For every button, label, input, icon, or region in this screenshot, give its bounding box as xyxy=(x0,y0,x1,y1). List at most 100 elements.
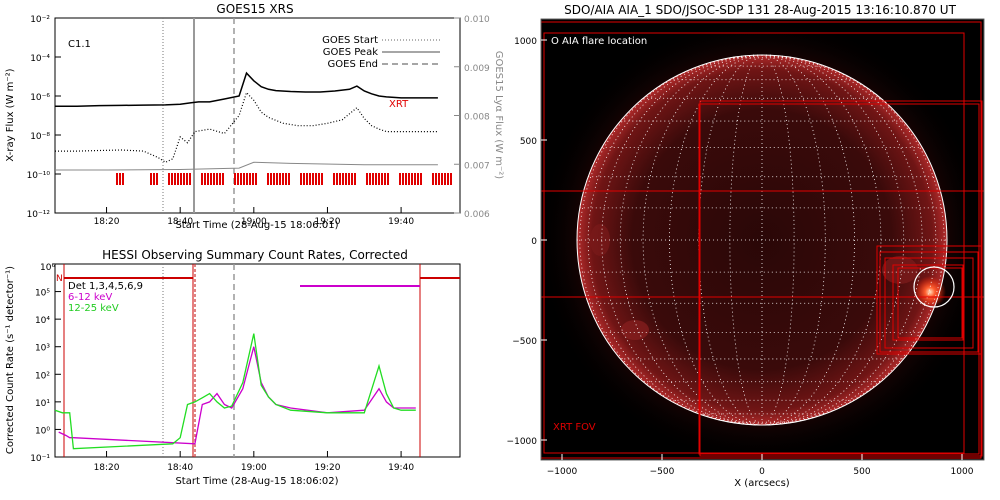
goes-xrt-bar xyxy=(243,173,245,185)
map-x-axis: −1000 −500 0 500 1000 xyxy=(547,454,974,477)
grid-longitude xyxy=(761,54,882,426)
goes-xrt-bar xyxy=(303,173,305,185)
active-region-2 xyxy=(621,320,649,340)
goes-xrt-bar xyxy=(414,173,416,185)
goes-xrt-bar xyxy=(300,173,302,185)
goes-xrt-bar xyxy=(384,173,386,185)
goes-xrt-bar xyxy=(399,173,401,185)
grid-longitude xyxy=(601,54,763,426)
goes-xrt-bar xyxy=(354,173,356,185)
goes-ytick-right-label: 0.010 xyxy=(464,15,490,25)
hessi-series-group xyxy=(54,333,416,450)
hessi-ytick-label: 10³ xyxy=(35,344,50,354)
goes-xrt-bar xyxy=(156,173,158,185)
xrt-fov-box-3 xyxy=(699,100,983,457)
goes-xrt-bar xyxy=(201,173,203,185)
hessi-legend-det: Det 1,3,4,5,6,9 xyxy=(68,281,143,292)
xrt-fov-box-9 xyxy=(897,267,963,339)
goes-series-line-1 xyxy=(55,91,438,163)
goes-ytick-label: 10⁻⁴ xyxy=(30,54,50,64)
goes-xrt-bar xyxy=(345,173,347,185)
goes-xrt-bar xyxy=(321,173,323,185)
hessi-series-line-0 xyxy=(58,346,416,445)
hessi-series-line-1 xyxy=(54,333,416,450)
goes-xrt-bar xyxy=(279,173,281,185)
map-xtick-label: −1000 xyxy=(547,467,578,477)
goes-ytick-label: 10⁻² xyxy=(30,15,50,25)
goes-ylabel-right: GOES15 Lyα Flux (W m⁻²) xyxy=(493,51,504,179)
goes-class-label: C1.1 xyxy=(68,39,91,50)
goes-xtick-label: 18:40 xyxy=(167,217,193,227)
grid-longitude xyxy=(587,54,763,426)
goes-xrt-bar xyxy=(282,173,284,185)
goes-xrt-bar xyxy=(174,173,176,185)
goes-xtick-label: 19:00 xyxy=(241,217,267,227)
goes-xrt-bar xyxy=(180,173,182,185)
goes-xrt-bar xyxy=(420,173,422,185)
hessi-xtick-label: 19:20 xyxy=(314,463,340,473)
goes-y-axis-right: 0.010 0.009 0.008 0.007 0.006 xyxy=(454,15,490,220)
map-image xyxy=(541,19,984,460)
goes-xrt-bar xyxy=(339,173,341,185)
hessi-xtick-label: 19:40 xyxy=(388,463,414,473)
goes-title: GOES15 XRS xyxy=(216,2,293,16)
map-xtick-label: −500 xyxy=(650,467,675,477)
hessi-ytick-label: 10⁴ xyxy=(35,316,50,326)
map-xtick-label: 0 xyxy=(759,467,765,477)
goes-xrt-bar xyxy=(240,173,242,185)
goes-xtick-label: 18:20 xyxy=(94,217,120,227)
goes-xrt-bar xyxy=(285,173,287,185)
goes-xrt-bar xyxy=(315,173,317,185)
goes-xrt-bar xyxy=(168,173,170,185)
hessi-xlabel: Start Time (28-Aug-15 18:06:02) xyxy=(175,476,338,487)
goes-xrt-bar xyxy=(381,173,383,185)
hessi-ytick-label: 10⁵ xyxy=(35,289,50,299)
grid-longitude xyxy=(761,54,923,426)
goes-ytick-label: 10⁻⁶ xyxy=(30,93,50,103)
goes-xrt-bar xyxy=(438,173,440,185)
map-xtick-label: 1000 xyxy=(951,467,974,477)
hessi-xtick-label: 19:00 xyxy=(241,463,267,473)
goes-xrt-bar xyxy=(312,173,314,185)
goes-xrt-bar xyxy=(183,173,185,185)
goes-xrt-coverage xyxy=(116,173,452,185)
goes-xrt-bar xyxy=(186,173,188,185)
goes-xrt-bar xyxy=(246,173,248,185)
hessi-legend-low: 6-12 keV xyxy=(68,292,112,303)
goes-xrt-bar xyxy=(276,173,278,185)
goes-xrt-bar xyxy=(234,173,236,185)
goes-xlabel: Start Time (28-Aug-15 18:06:01) xyxy=(175,220,338,231)
goes-xrt-bar xyxy=(408,173,410,185)
goes-xrt-bar xyxy=(171,173,173,185)
goes-xrt-bar xyxy=(204,173,206,185)
hessi-title: HESSI Observing Summary Count Rates, Cor… xyxy=(102,248,408,262)
xrt-fov-box-6 xyxy=(879,251,979,353)
goes-xrt-bar xyxy=(351,173,353,185)
goes-xrt-bar xyxy=(378,173,380,185)
goes-xrt-bar xyxy=(348,173,350,185)
goes-xrt-bar xyxy=(189,173,191,185)
goes-xrt-bar xyxy=(222,173,224,185)
goes-xrt-bar xyxy=(417,173,419,185)
hessi-ytick-label: 10² xyxy=(35,371,50,381)
active-region-3 xyxy=(882,256,918,284)
goes-xtick-label: 19:20 xyxy=(314,217,340,227)
goes-xrt-bar xyxy=(336,173,338,185)
goes-xrt-bar xyxy=(237,173,239,185)
map-xlabel: X (arcsecs) xyxy=(734,478,790,489)
xrt-fov-box-5 xyxy=(876,245,982,355)
map-ytick-label: 1000 xyxy=(514,37,537,47)
hessi-y-top-tick: 10⁶ xyxy=(40,263,55,273)
goes-xrt-bar xyxy=(405,173,407,185)
hessi-flags: N xyxy=(56,264,460,457)
hessi-ytick-label: 10¹ xyxy=(35,399,50,409)
grid-longitude xyxy=(761,54,795,426)
grid-longitude xyxy=(642,54,763,426)
hessi-panel: HESSI Observing Summary Count Rates, Cor… xyxy=(5,248,461,487)
goes-xrt-bar xyxy=(441,173,443,185)
map-title: SDO/AIA AIA_1 SDO/JSOC-SDP 131 28-Aug-20… xyxy=(564,3,956,17)
goes-xrt-bar xyxy=(309,173,311,185)
goes-series-group xyxy=(55,71,438,171)
heliographic-grid xyxy=(577,54,947,426)
